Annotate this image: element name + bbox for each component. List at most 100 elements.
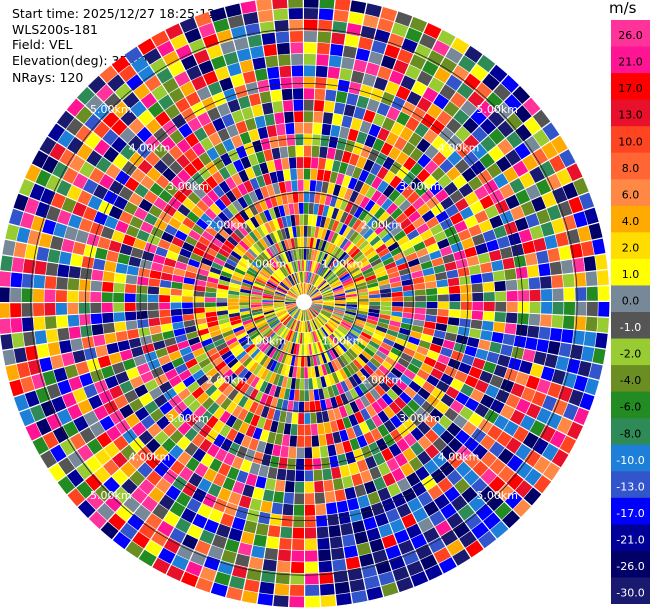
velocity-gate [450,378,464,391]
velocity-gate [290,238,296,250]
colorbar-swatch [611,418,650,446]
velocity-gate [285,302,296,303]
velocity-gate [272,444,282,457]
velocity-gate [266,281,278,288]
velocity-gate [466,255,480,267]
velocity-gate [536,378,551,394]
velocity-gate [241,106,254,120]
velocity-gate [378,571,395,586]
velocity-gate [217,487,232,502]
velocity-gate [313,203,320,215]
velocity-gate [259,238,269,250]
velocity-gate [67,302,79,315]
velocity-gate [159,381,173,394]
velocity-gate [294,320,299,332]
velocity-gate [297,168,304,180]
velocity-gate [258,9,274,23]
velocity-gate [222,266,234,275]
velocity-gate [454,220,468,233]
velocity-gate [259,199,268,211]
velocity-gate [299,321,302,333]
velocity-gate [435,271,448,281]
velocity-gate [169,160,183,175]
velocity-gate [365,322,377,329]
velocity-gate [383,433,396,447]
velocity-gate [344,403,354,416]
velocity-gate [319,313,329,321]
velocity-gate [112,531,131,550]
velocity-gate [342,45,357,59]
velocity-gate [323,254,331,266]
velocity-gate [409,264,422,273]
velocity-gate [471,477,488,495]
velocity-gate [214,198,227,211]
velocity-gate [281,399,289,412]
velocity-gate [353,321,365,329]
velocity-gate [397,332,410,342]
velocity-gate [445,386,460,399]
velocity-gate [346,364,356,376]
velocity-gate [224,538,240,553]
velocity-gate [409,330,422,340]
velocity-gate [113,282,125,293]
velocity-gate [104,92,122,110]
velocity-gate [308,378,314,390]
velocity-gate [170,302,182,309]
velocity-gate [359,421,370,435]
velocity-gate [369,538,385,553]
velocity-gate [194,540,211,555]
velocity-gate [150,366,165,379]
velocity-gate [458,183,474,198]
velocity-gate [263,289,275,294]
velocity-gate [288,306,298,314]
velocity-gate [329,455,339,468]
velocity-gate [319,340,326,352]
velocity-gate [388,443,402,457]
velocity-gate [390,207,403,220]
velocity-gate [108,205,123,220]
velocity-gate [380,342,393,352]
velocity-gate [126,74,144,91]
velocity-gate [427,50,445,67]
velocity-gate [347,177,358,190]
velocity-gate [270,275,280,284]
velocity-gate [192,419,206,433]
velocity-gate [245,117,257,131]
velocity-gate [386,220,399,232]
velocity-gate [539,425,556,443]
velocity-gate [282,100,294,112]
velocity-gate [272,257,281,268]
velocity-gate [489,441,505,458]
velocity-gate [401,38,418,54]
velocity-gate [77,444,94,462]
velocity-gate [383,406,396,419]
velocity-gate [410,427,424,441]
velocity-gate [345,290,357,296]
velocity-gate [168,350,182,361]
velocity-gate [385,132,399,146]
velocity-gate [256,175,266,188]
velocity-gate [168,394,182,408]
velocity-gate [348,462,360,475]
velocity-gate [207,320,219,328]
velocity-gate [446,324,459,334]
velocity-gate [102,111,120,128]
velocity-gate [456,82,474,100]
velocity-gate [315,354,321,366]
velocity-gate [563,403,579,421]
velocity-gate [529,363,544,378]
velocity-gate [321,288,332,294]
velocity-gate [394,529,410,544]
velocity-gate [423,459,439,475]
velocity-gate [278,549,291,562]
velocity-gate [161,437,176,453]
velocity-gate [538,326,551,340]
velocity-gate [198,60,214,75]
velocity-gate [519,414,536,431]
velocity-gate [266,332,276,342]
velocity-gate [390,281,402,288]
velocity-gate [416,345,429,356]
velocity-gate [521,387,536,402]
velocity-gate [283,264,290,276]
velocity-gate [323,302,335,304]
